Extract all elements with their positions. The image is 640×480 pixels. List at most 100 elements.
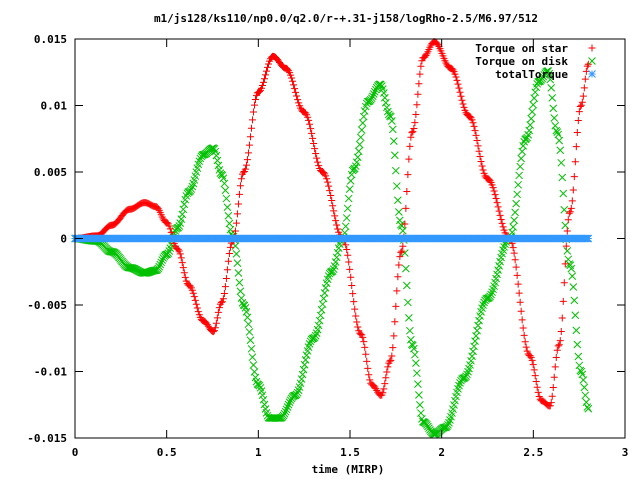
data-point bbox=[533, 383, 541, 391]
legend-marker bbox=[588, 44, 596, 52]
data-point bbox=[284, 400, 293, 409]
data-point bbox=[165, 247, 174, 255]
data-point bbox=[569, 186, 577, 194]
data-point bbox=[479, 166, 487, 174]
data-point bbox=[215, 304, 223, 312]
data-point bbox=[510, 216, 518, 225]
data-point bbox=[381, 380, 389, 388]
data-point bbox=[562, 242, 570, 250]
data-point bbox=[566, 208, 574, 216]
data-point bbox=[457, 92, 465, 100]
data-point bbox=[342, 214, 351, 222]
data-point bbox=[487, 290, 495, 299]
x-tick-label: 0 bbox=[72, 446, 79, 459]
data-point bbox=[553, 128, 562, 136]
data-point bbox=[452, 73, 460, 81]
data-point bbox=[380, 93, 389, 102]
data-point bbox=[412, 359, 420, 367]
data-point bbox=[575, 361, 584, 370]
data-point bbox=[528, 107, 537, 116]
data-point bbox=[405, 314, 413, 322]
data-point bbox=[342, 241, 350, 249]
data-point bbox=[495, 207, 503, 215]
chart-title: m1/js128/ks110/np0.0/q2.0/r-+.31-j158/lo… bbox=[154, 12, 538, 25]
data-point bbox=[550, 373, 558, 381]
data-point bbox=[576, 103, 584, 111]
data-point bbox=[397, 248, 405, 256]
data-point bbox=[344, 194, 353, 203]
data-point bbox=[582, 67, 590, 75]
data-point bbox=[386, 357, 394, 365]
data-point bbox=[575, 108, 583, 116]
data-point bbox=[394, 208, 403, 216]
data-point bbox=[235, 278, 244, 287]
data-point bbox=[178, 259, 186, 267]
data-point bbox=[584, 404, 593, 413]
data-point bbox=[406, 142, 414, 150]
data-point bbox=[179, 205, 188, 214]
data-point bbox=[401, 220, 409, 228]
data-point bbox=[222, 274, 230, 282]
data-point bbox=[222, 194, 231, 203]
data-point bbox=[573, 340, 582, 349]
data-point bbox=[390, 332, 398, 340]
data-point bbox=[324, 272, 333, 280]
data-point bbox=[314, 321, 323, 330]
data-point bbox=[582, 398, 591, 407]
data-point bbox=[528, 356, 536, 364]
data-point bbox=[250, 101, 258, 109]
data-point bbox=[455, 381, 463, 390]
data-point bbox=[538, 74, 547, 83]
data-point bbox=[430, 430, 438, 438]
data-point bbox=[534, 388, 542, 396]
data-point bbox=[213, 156, 222, 165]
data-point bbox=[530, 366, 538, 374]
data-point bbox=[177, 254, 185, 262]
data-point bbox=[412, 111, 420, 119]
data-point bbox=[498, 219, 506, 227]
data-point bbox=[584, 234, 593, 243]
data-point bbox=[527, 114, 536, 123]
data-point bbox=[179, 264, 187, 272]
data-point bbox=[244, 320, 253, 329]
data-point bbox=[511, 256, 519, 264]
data-point bbox=[474, 142, 482, 150]
data-point bbox=[404, 298, 412, 307]
data-point bbox=[332, 253, 341, 262]
data-point bbox=[478, 162, 486, 170]
data-point bbox=[379, 89, 388, 97]
data-point bbox=[459, 100, 467, 108]
y-tick-label: 0 bbox=[60, 233, 67, 246]
data-point bbox=[569, 283, 578, 291]
data-point bbox=[224, 211, 233, 220]
data-point bbox=[513, 271, 521, 279]
data-point bbox=[445, 418, 453, 427]
data-point bbox=[255, 381, 264, 390]
data-point bbox=[444, 421, 452, 429]
data-point bbox=[221, 186, 230, 195]
data-point bbox=[312, 150, 320, 158]
data-point bbox=[416, 70, 424, 78]
data-point bbox=[398, 226, 407, 235]
data-point bbox=[180, 269, 188, 277]
data-point bbox=[347, 273, 355, 281]
data-point bbox=[531, 88, 540, 97]
data-point bbox=[514, 180, 523, 189]
data-point bbox=[332, 217, 340, 225]
x-tick-label: 1.5 bbox=[340, 446, 360, 459]
data-point bbox=[181, 273, 189, 281]
data-point bbox=[241, 165, 249, 173]
data-point bbox=[305, 116, 313, 124]
data-point bbox=[410, 344, 418, 353]
y-tick-label: 0.01 bbox=[41, 100, 68, 113]
data-point bbox=[561, 260, 569, 268]
data-point bbox=[308, 129, 316, 137]
data-point bbox=[295, 99, 303, 107]
data-point bbox=[290, 81, 298, 89]
data-point bbox=[407, 335, 415, 344]
data-point bbox=[293, 388, 302, 397]
data-point bbox=[572, 143, 580, 151]
x-tick-label: 3 bbox=[622, 446, 629, 459]
data-point bbox=[247, 124, 255, 132]
